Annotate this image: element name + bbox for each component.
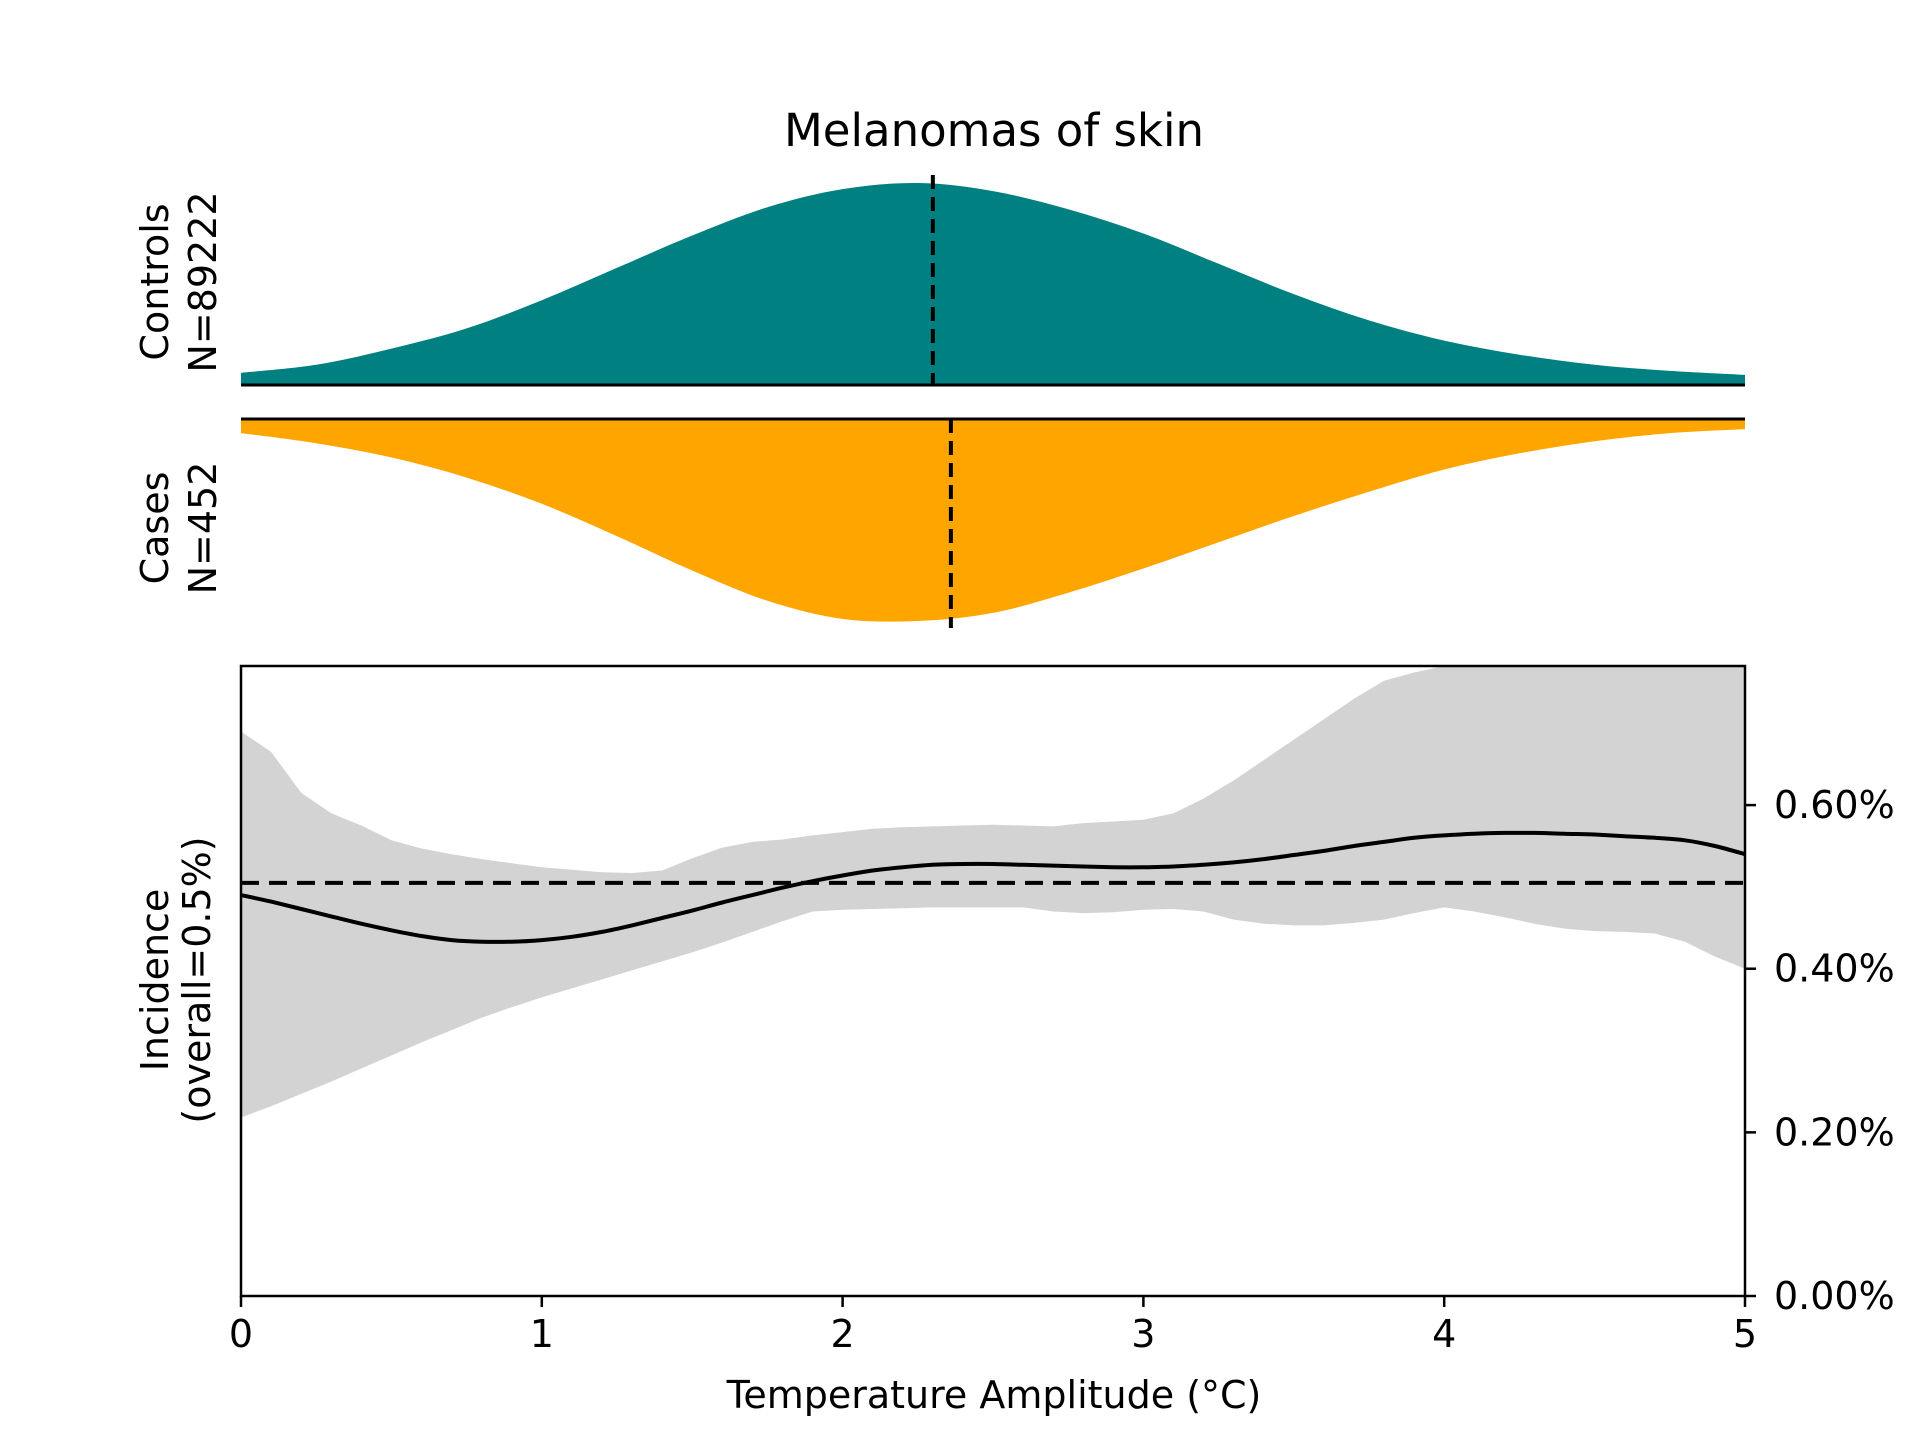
y-tick-label: 0.20% <box>1774 1110 1895 1154</box>
y-tick-label: 0.60% <box>1774 783 1895 827</box>
cases-density-area <box>241 419 1745 622</box>
controls-label: Controls <box>133 203 177 360</box>
x-tick-label: 1 <box>530 1312 554 1356</box>
controls-density-area <box>241 182 1745 385</box>
x-tick-label: 0 <box>229 1312 253 1356</box>
cases-n-label: N=452 <box>181 462 225 595</box>
x-tick-label: 5 <box>1733 1312 1757 1356</box>
y-tick-label: 0.40% <box>1774 947 1895 991</box>
controls-n-label: N=89222 <box>181 191 225 372</box>
x-axis-ticks: 0 1 2 3 4 5 <box>229 1296 1757 1356</box>
x-tick-label: 2 <box>831 1312 855 1356</box>
incidence-axes-frame <box>239 664 1747 1298</box>
x-axis-label: Temperature Amplitude (°C) <box>726 1373 1262 1417</box>
y-axis-label: Incidence <box>133 889 177 1072</box>
y-tick-label: 0.00% <box>1774 1274 1895 1318</box>
y-axis-ticks: 0.00% 0.20% 0.40% 0.60% <box>1745 783 1895 1318</box>
cases-label: Cases <box>133 472 177 585</box>
cases-panel: Cases N=452 <box>133 417 1745 628</box>
y-axis-label-sub: (overall=0.5%) <box>175 836 219 1123</box>
x-tick-label: 4 <box>1432 1312 1456 1356</box>
incidence-panel: 0 1 2 3 4 5 0.00% 0.20% 0.40% 0.60% Incidence (o… <box>133 664 1895 1417</box>
x-tick-label: 3 <box>1131 1312 1155 1356</box>
controls-panel: Controls N=89222 <box>133 175 1745 387</box>
incidence-line <box>240 830 1746 944</box>
confidence-band <box>241 666 1745 1118</box>
chart-title: Melanomas of skin <box>784 104 1204 157</box>
